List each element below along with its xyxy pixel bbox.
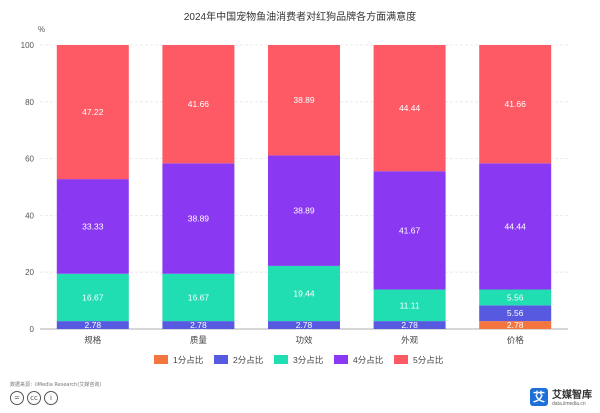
bar-segment <box>479 321 552 329</box>
bar-segment <box>162 45 235 164</box>
bar-segment <box>162 163 235 274</box>
bar-segment <box>479 305 552 322</box>
bar-segment <box>56 179 129 274</box>
bar-segment <box>479 163 552 290</box>
data-label: 38.89 <box>188 214 210 224</box>
bar-segment <box>373 45 446 172</box>
data-label: 41.66 <box>505 99 527 109</box>
data-label: 2.78 <box>190 320 207 330</box>
bar-segment <box>479 45 552 164</box>
data-label: 44.44 <box>399 103 421 113</box>
x-tick-label: 外观 <box>401 335 419 345</box>
bar-segment <box>162 273 235 322</box>
y-tick-label: 20 <box>25 268 34 277</box>
legend-label: 1分占比 <box>173 355 203 365</box>
data-label: 2.78 <box>507 320 524 330</box>
brand-url: data.iimedia.cn <box>552 401 586 407</box>
data-label: 38.89 <box>293 95 315 105</box>
bar-segment <box>373 321 446 329</box>
y-tick-label: 0 <box>30 325 35 334</box>
y-tick-label: 40 <box>25 211 34 220</box>
license-icons: = cc i <box>10 391 58 405</box>
y-tick-label: 80 <box>25 98 34 107</box>
data-label: 44.44 <box>505 221 527 231</box>
bar-segment <box>373 289 446 322</box>
x-tick-label: 价格 <box>507 335 525 345</box>
legend-swatch <box>274 355 288 364</box>
data-label: 38.89 <box>293 206 315 216</box>
brand-logo-block: 艾 艾媒智库 data.iimedia.cn <box>530 386 592 407</box>
x-tick-label: 质量 <box>190 335 208 345</box>
data-label: 5.56 <box>507 292 524 302</box>
bar-segment <box>268 45 340 156</box>
cc-icon: cc <box>27 391 41 405</box>
bar-segment <box>162 321 235 329</box>
chart-title: 2024年中国宠物鱼油消费者对红狗品牌各方面满意度 <box>184 10 416 23</box>
x-tick-label: 规格 <box>84 335 102 345</box>
data-label: 2.78 <box>401 320 418 330</box>
bar-segment <box>479 289 552 306</box>
data-source-note: 数据来源：iiMedia Research(艾媒咨询) <box>10 382 102 388</box>
data-label: 47.22 <box>82 107 104 117</box>
data-label: 2.78 <box>85 320 102 330</box>
legend-label: 5分占比 <box>413 355 443 365</box>
data-label: 33.33 <box>82 221 104 231</box>
legend-label: 3分占比 <box>293 355 323 365</box>
data-label: 2.78 <box>296 320 313 330</box>
bar-segment <box>373 171 446 290</box>
y-tick-label: 100 <box>21 41 35 50</box>
data-label: 16.67 <box>188 292 210 302</box>
data-label: 16.67 <box>82 292 104 302</box>
cc-nd-icon: = <box>10 391 24 405</box>
bar-segment <box>56 321 129 329</box>
y-tick-label: 60 <box>25 155 34 164</box>
bar-segment <box>56 45 129 180</box>
legend-swatch <box>394 355 408 364</box>
bar-segment <box>268 321 340 329</box>
legend-swatch <box>214 355 228 364</box>
brand-name: 艾媒智库 <box>552 390 592 401</box>
legend-label: 4分占比 <box>353 355 383 365</box>
data-label: 19.44 <box>293 289 315 299</box>
cc-by-icon: i <box>44 391 58 405</box>
bar-segment <box>56 273 129 322</box>
data-label: 41.66 <box>188 99 210 109</box>
brand-logo-icon: 艾 <box>530 387 548 406</box>
legend-swatch <box>154 355 168 364</box>
y-axis-unit-label: % <box>38 25 45 34</box>
data-label: 5.56 <box>507 308 524 318</box>
legend-label: 2分占比 <box>233 355 263 365</box>
legend-swatch <box>334 355 348 364</box>
data-label: 41.67 <box>399 225 421 235</box>
bar-segment <box>268 265 340 322</box>
data-label: 11.11 <box>400 300 420 310</box>
x-tick-label: 功效 <box>295 335 313 345</box>
bar-segment <box>268 155 340 266</box>
